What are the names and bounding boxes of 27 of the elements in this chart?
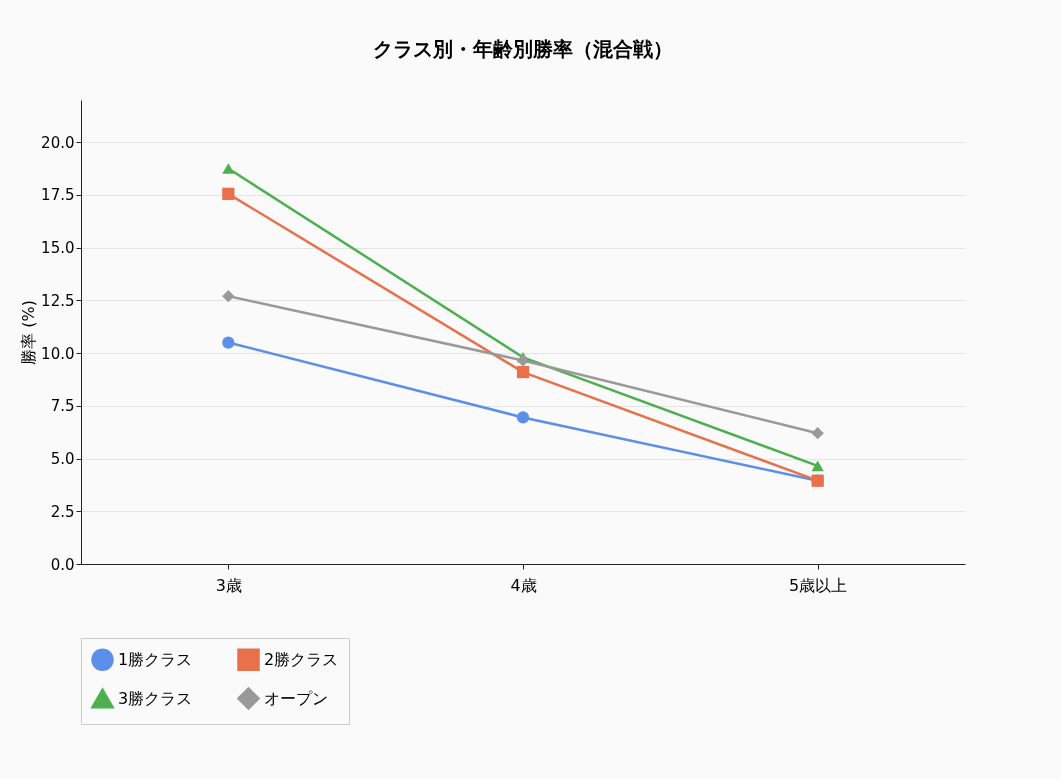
x-tick-label: 4歳: [510, 575, 537, 595]
y-tick-label: 5.0: [50, 450, 75, 469]
legend-label: 3勝クラス: [118, 688, 193, 708]
point: [516, 411, 530, 424]
chart-title: クラス別・年齢別勝率（混合戦）: [373, 37, 673, 61]
legend-label: 2勝クラス: [264, 649, 339, 669]
y-tick-label: 12.5: [41, 291, 75, 310]
point: [516, 365, 530, 379]
legend-label: 1勝クラス: [118, 649, 193, 669]
legend-label: オープン: [264, 688, 328, 708]
point: [222, 163, 235, 174]
point: [222, 187, 235, 200]
y-tick-label: 20.0: [41, 133, 75, 152]
point: [811, 427, 824, 440]
y-tick-label: 0.0: [50, 555, 75, 574]
point: [222, 336, 235, 349]
y-axis-title: 勝率 (%): [19, 300, 39, 365]
y-tick-label: 7.5: [50, 397, 75, 416]
point: [516, 354, 530, 367]
y-tick-label: 17.5: [41, 186, 75, 205]
point: [811, 460, 824, 472]
x-tick-label: 5歳以上: [789, 575, 848, 595]
point: [222, 290, 235, 303]
y-tick-label: 10.0: [41, 344, 75, 363]
x-tick-label: 3歳: [215, 575, 242, 595]
y-tick-label: 15.0: [41, 239, 75, 258]
y-tick-label: 2.5: [50, 502, 75, 521]
